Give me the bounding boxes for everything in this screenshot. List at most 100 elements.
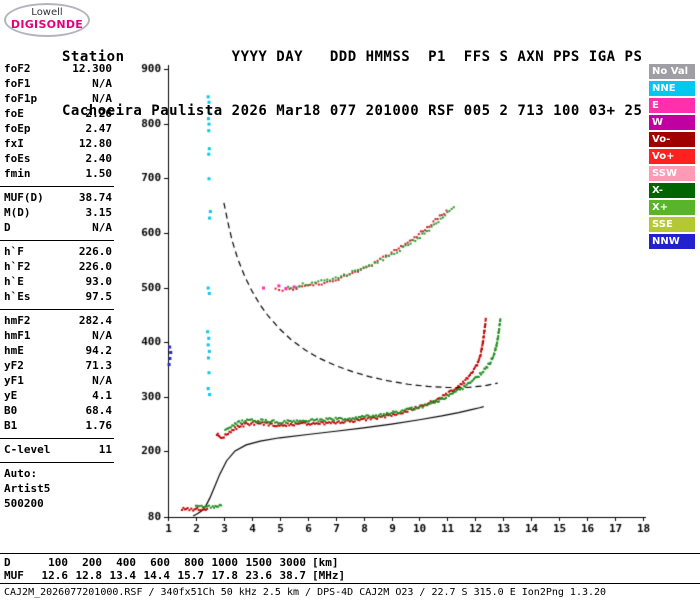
param-row-foes: foEs 2.40 bbox=[0, 152, 114, 167]
direction-legend: No Val NNE E W Vo- Vo+ SSW X- X+ SSE NNW bbox=[649, 64, 695, 251]
param-value: 4.1 bbox=[92, 389, 112, 402]
param-value: 282.4 bbox=[78, 314, 112, 327]
param-value: 97.5 bbox=[85, 290, 113, 303]
distance-value: 1500 bbox=[245, 556, 273, 569]
param-value: 1.50 bbox=[85, 167, 113, 180]
distance-value: 1000 bbox=[211, 556, 239, 569]
param-row-m-d-: M(D) 3.15 bbox=[0, 206, 114, 221]
param-row-b0: B0 68.4 bbox=[0, 404, 114, 419]
param-row-yf2: yF2 71.3 bbox=[0, 359, 114, 374]
muf-value: 17.8 bbox=[211, 569, 239, 582]
param-label: D bbox=[4, 221, 11, 234]
param-row-h-es: h`Es 97.5 bbox=[0, 290, 114, 305]
distance-value: 100 bbox=[48, 556, 68, 569]
panel-separator bbox=[0, 186, 114, 187]
legend-item-x-: X- bbox=[649, 183, 695, 198]
muf-unit: [MHz] bbox=[312, 569, 346, 582]
logo-lowell-text: Lowell bbox=[31, 7, 63, 18]
legend-item-no-val: No Val bbox=[649, 64, 695, 79]
param-label: hmE bbox=[4, 344, 24, 357]
param-label: h`E bbox=[4, 275, 24, 288]
param-label: Artist5 bbox=[4, 482, 51, 495]
param-row-hmf2: hmF2 282.4 bbox=[0, 314, 114, 329]
distance-unit: [km] bbox=[312, 556, 339, 569]
param-label: h`Es bbox=[4, 290, 31, 303]
param-label: hmF1 bbox=[4, 329, 31, 342]
param-label: fxI bbox=[4, 137, 24, 150]
param-label: Auto: bbox=[4, 467, 38, 480]
param-row-hmf1: hmF1 N/A bbox=[0, 329, 114, 344]
param-label: MUF(D) bbox=[4, 191, 44, 204]
param-value: 11 bbox=[98, 443, 112, 456]
param-value: N/A bbox=[92, 329, 112, 342]
station-header: Station YYYY DAY DDD HMMSS P1 FFS S AXN … bbox=[62, 12, 642, 138]
param-row-fmin: fmin 1.50 bbox=[0, 167, 114, 182]
header-field-values: Cachoeira Paulista 2026 Mar18 077 201000… bbox=[62, 103, 643, 119]
panel-separator bbox=[0, 438, 114, 439]
param-label: foE bbox=[4, 107, 24, 120]
param-row-c-level: C-level 11 bbox=[0, 443, 114, 458]
param-label: C-level bbox=[4, 443, 51, 456]
header-field-names: Station YYYY DAY DDD HMMSS P1 FFS S AXN … bbox=[62, 49, 643, 65]
legend-item-vo+: Vo+ bbox=[649, 149, 695, 164]
panel-separator bbox=[0, 462, 114, 463]
param-label: h`F bbox=[4, 245, 24, 258]
param-label: B0 bbox=[4, 404, 18, 417]
logo-digisonde-text: DIGISONDE bbox=[10, 18, 84, 31]
param-row-fof2: foF2 12.300 bbox=[0, 62, 114, 77]
param-row-artist5: Artist5 bbox=[0, 482, 114, 497]
distance-value: 400 bbox=[116, 556, 136, 569]
param-label: 500200 bbox=[4, 497, 44, 510]
param-row-hme: hmE 94.2 bbox=[0, 344, 114, 359]
muf-value: 12.6 bbox=[41, 569, 69, 582]
param-label: M(D) bbox=[4, 206, 31, 219]
legend-item-ssw: SSW bbox=[649, 166, 695, 181]
param-row-500200: 500200 bbox=[0, 497, 114, 512]
param-value: 2.26 bbox=[85, 107, 113, 120]
param-label: B1 bbox=[4, 419, 18, 432]
param-label: foEs bbox=[4, 152, 31, 165]
muf-value: 13.4 bbox=[109, 569, 137, 582]
legend-item-nne: NNE bbox=[649, 81, 695, 96]
legend-item-e: E bbox=[649, 98, 695, 113]
muf-label: MUF bbox=[4, 569, 24, 582]
param-row-d: D N/A bbox=[0, 221, 114, 236]
param-value: 93.0 bbox=[85, 275, 113, 288]
muf-value: 14.4 bbox=[143, 569, 171, 582]
muf-row: MUF 12.6 12.8 13.4 14.4 15.7 17.8 23.6 38.7 [MHz] bbox=[4, 569, 345, 582]
param-label: foF1p bbox=[4, 92, 38, 105]
param-row-h-f2: h`F2 226.0 bbox=[0, 260, 114, 275]
param-label: hmF2 bbox=[4, 314, 31, 327]
distance-value: 800 bbox=[184, 556, 204, 569]
lowell-digisonde-logo: Lowell DIGISONDE bbox=[4, 3, 90, 37]
param-value: 94.2 bbox=[85, 344, 113, 357]
param-label: foF2 bbox=[4, 62, 31, 75]
separator-line-top bbox=[0, 553, 700, 554]
panel-separator bbox=[0, 240, 114, 241]
param-label: yE bbox=[4, 389, 18, 402]
muf-value: 12.8 bbox=[75, 569, 103, 582]
param-value: 226.0 bbox=[78, 245, 112, 258]
panel-separator bbox=[0, 309, 114, 310]
distance-value: 3000 bbox=[279, 556, 307, 569]
param-value: 12.300 bbox=[72, 62, 112, 75]
param-value: 38.74 bbox=[78, 191, 112, 204]
param-row-foep: foEp 2.47 bbox=[0, 122, 114, 137]
param-value: N/A bbox=[92, 77, 112, 90]
param-value: 71.3 bbox=[85, 359, 113, 372]
param-row-muf-d-: MUF(D) 38.74 bbox=[0, 191, 114, 206]
param-value: 2.40 bbox=[85, 152, 113, 165]
legend-item-w: W bbox=[649, 115, 695, 130]
distance-value: 200 bbox=[82, 556, 102, 569]
param-value: 68.4 bbox=[85, 404, 113, 417]
param-row-fof1p: foF1p N/A bbox=[0, 92, 114, 107]
param-row-fxi: fxI 12.80 bbox=[0, 137, 114, 152]
param-row-foe: foE 2.26 bbox=[0, 107, 114, 122]
param-value: 3.15 bbox=[85, 206, 113, 219]
param-value: N/A bbox=[92, 92, 112, 105]
param-label: h`F2 bbox=[4, 260, 31, 273]
distance-value: 600 bbox=[150, 556, 170, 569]
param-value: 226.0 bbox=[78, 260, 112, 273]
parameter-panel: foF2 12.300 foF1 N/A foF1p N/A foE 2.26 foEp 2.47… bbox=[0, 62, 114, 512]
param-value: N/A bbox=[92, 221, 112, 234]
